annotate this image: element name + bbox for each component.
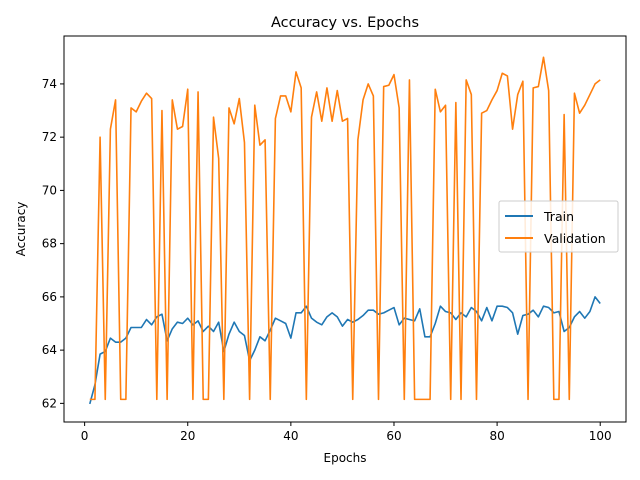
x-tick-label: 40 <box>283 429 298 443</box>
x-axis-label: Epochs <box>324 451 367 465</box>
series-layer <box>89 56 601 405</box>
x-tick-label: 100 <box>589 429 612 443</box>
x-tick-label: 60 <box>386 429 401 443</box>
y-tick-label: 68 <box>42 237 57 251</box>
y-axis-ticks: 62 64 66 68 70 72 74 <box>42 77 64 410</box>
legend-label-train: Train <box>543 209 574 224</box>
chart-title: Accuracy vs. Epochs <box>271 15 419 31</box>
x-tick-label: 0 <box>81 429 89 443</box>
y-tick-label: 66 <box>42 290 57 304</box>
y-tick-label: 72 <box>42 130 57 144</box>
y-tick-label: 62 <box>42 396 57 410</box>
y-tick-label: 74 <box>42 77 57 91</box>
x-tick-label: 80 <box>489 429 504 443</box>
x-tick-label: 20 <box>180 429 195 443</box>
series-line-train <box>89 296 601 405</box>
y-tick-label: 64 <box>42 343 57 357</box>
x-axis-ticks: 0 20 40 60 80 100 <box>81 422 612 443</box>
plot-frame <box>63 35 627 423</box>
legend: Train Validation <box>498 200 619 253</box>
y-axis-label: Accuracy <box>14 202 28 257</box>
legend-label-validation: Validation <box>544 231 606 246</box>
y-tick-label: 70 <box>42 183 57 197</box>
series-line-validation <box>89 56 601 401</box>
legend-box <box>498 200 619 253</box>
